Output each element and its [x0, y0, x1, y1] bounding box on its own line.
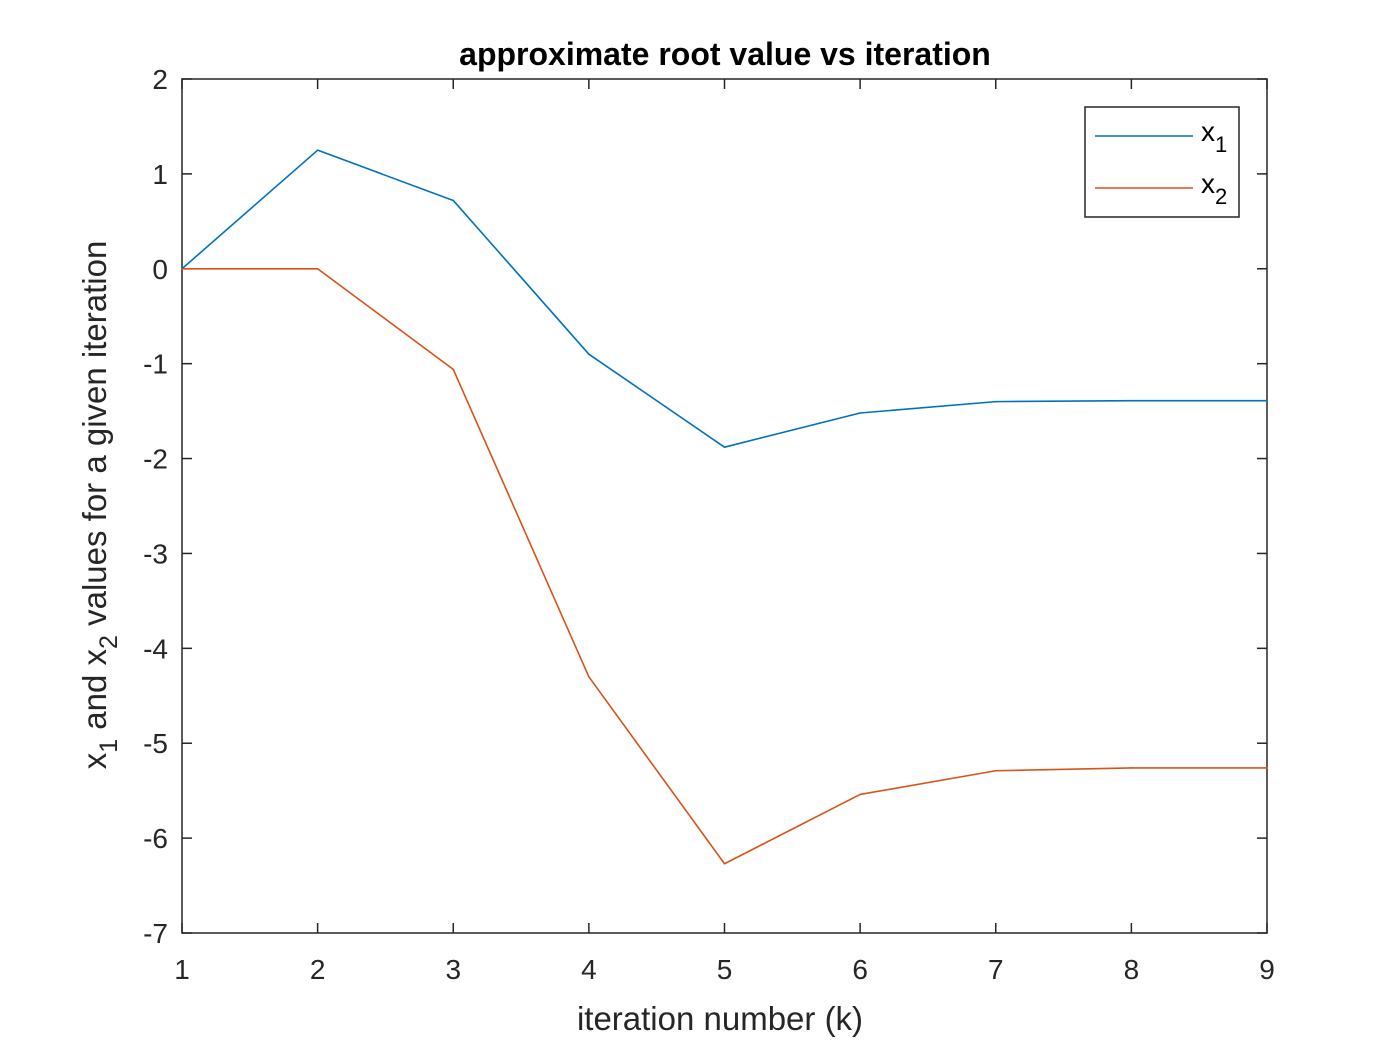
- plot-area: [181, 78, 1268, 934]
- data-point: [588, 353, 590, 355]
- data-point: [723, 862, 726, 865]
- data-point: [1130, 399, 1133, 402]
- data-point: [452, 368, 455, 371]
- legend-label: x1: [1201, 116, 1227, 157]
- plot-frame: [181, 78, 1268, 934]
- tick-labels: 1 2 3 4 5 6 7 8 9 2 1 0 -1 -2 -3 -4 -5 -6 -7: [143, 64, 1275, 985]
- tick-marks: [181, 78, 1268, 934]
- x-tick-label: 4: [581, 954, 597, 985]
- data-point: [1266, 399, 1268, 402]
- y-tick-label: 1: [152, 159, 168, 190]
- data-point: [452, 199, 455, 202]
- x-tick-label: 8: [1124, 954, 1140, 985]
- y-tick-label: -1: [143, 349, 168, 380]
- legend-label: x2: [1201, 168, 1227, 209]
- y-tick-label: -6: [143, 823, 168, 854]
- data-point: [723, 446, 726, 448]
- data-point: [1266, 767, 1268, 769]
- data-point: [1130, 767, 1133, 769]
- data-point: [859, 793, 861, 796]
- y-tick-label: -7: [143, 918, 168, 949]
- y-tick-label: -4: [143, 633, 168, 664]
- data-point: [316, 267, 319, 270]
- x-tick-label: 2: [310, 954, 326, 985]
- x-tick-label: 1: [174, 954, 190, 985]
- y-tick-label: 0: [152, 254, 168, 285]
- data-point: [181, 267, 183, 270]
- y-axis-label: x1 and x2 values for a given iteration: [76, 241, 123, 770]
- data-point: [994, 769, 997, 772]
- series-x2: [181, 267, 1268, 865]
- y-tick-label: -2: [143, 444, 168, 475]
- y-tick-label: -5: [143, 728, 168, 759]
- y-tick-label: 2: [152, 64, 168, 95]
- series-lines: [181, 149, 1268, 865]
- y-tick-label: -3: [143, 538, 168, 569]
- x-axis-label: iteration number (k): [577, 1000, 863, 1037]
- data-point: [316, 149, 319, 151]
- x-tick-label: 9: [1259, 954, 1275, 985]
- x-tick-label: 7: [988, 954, 1004, 985]
- data-point: [859, 412, 861, 414]
- data-point: [588, 676, 590, 678]
- x-tick-label: 3: [445, 954, 461, 985]
- x-tick-label: 6: [852, 954, 868, 985]
- legend-box: [1084, 106, 1240, 218]
- x-tick-label: 5: [717, 954, 733, 985]
- chart-title: approximate root value vs iteration: [459, 36, 991, 72]
- data-point: [994, 400, 997, 403]
- series-x1: [181, 149, 1268, 448]
